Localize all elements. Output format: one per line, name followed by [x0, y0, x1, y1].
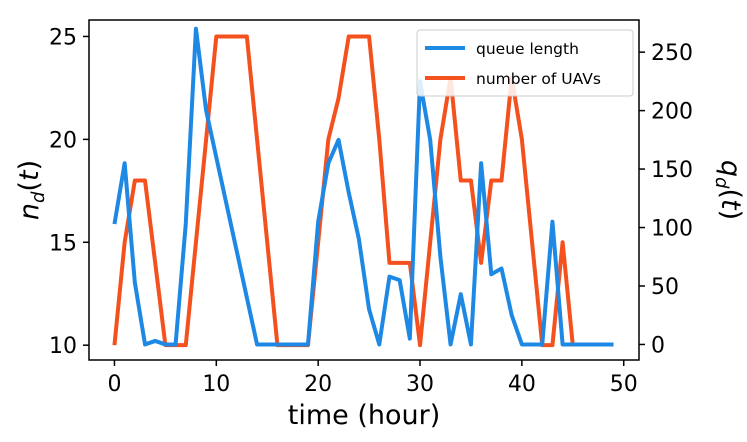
y-axis-right-ticks: 0 50 100 150 200 250	[639, 41, 693, 358]
y-right-tick-label: 100	[651, 217, 693, 242]
y-left-tick-label: 15	[49, 231, 77, 256]
y-right-tick-label: 50	[651, 275, 679, 300]
y-right-tick-label: 0	[651, 333, 665, 358]
y-axis-right-label: qd(t)	[711, 160, 746, 220]
x-axis-ticks: 0 10 20 30 40 50	[107, 360, 638, 397]
y-right-tick-label: 200	[651, 100, 693, 125]
x-tick-label: 20	[304, 372, 332, 397]
y-axis-right-label-t: t	[715, 199, 746, 211]
legend: queue length number of UAVs	[416, 29, 634, 97]
plot-lines	[112, 26, 614, 348]
x-tick-label: 30	[406, 372, 434, 397]
y-axis-left-label: nd(t)	[14, 160, 49, 220]
y-left-tick-label: 20	[49, 128, 77, 153]
y-left-tick-label: 10	[49, 334, 77, 359]
series-line-number-of-uavs	[112, 34, 575, 348]
legend-label-queue-length: queue length	[476, 40, 579, 58]
y-axis-right-label-arg: (	[715, 188, 746, 199]
y-axis-left-label-close: )	[14, 160, 45, 171]
y-left-tick-label: 25	[49, 25, 77, 50]
series-line-queue-length	[112, 26, 614, 347]
plot-frame	[88, 19, 640, 361]
legend-label-number-of-uavs: number of UAVs	[476, 70, 601, 88]
legend-box	[416, 29, 634, 97]
y-axis-right-label-q: q	[715, 160, 746, 177]
x-tick-label: 40	[508, 372, 536, 397]
y-axis-right-label-close: )	[715, 210, 746, 221]
x-tick-label: 0	[107, 372, 121, 397]
y-axis-right-label-sub: d	[711, 177, 732, 189]
y-axis-left-label-t: t	[14, 169, 45, 181]
y-right-tick-label: 250	[651, 41, 693, 66]
x-axis-label: time (hour)	[288, 400, 441, 431]
y-right-tick-label: 150	[651, 158, 693, 183]
y-axis-left-label-n: n	[14, 203, 45, 220]
x-tick-label: 10	[202, 372, 230, 397]
x-tick-label: 50	[610, 372, 638, 397]
y-axis-left-ticks: 10 15 20 25	[49, 25, 89, 359]
y-axis-left-label-sub: d	[28, 191, 49, 203]
y-axis-left-label-arg: (	[14, 181, 45, 192]
